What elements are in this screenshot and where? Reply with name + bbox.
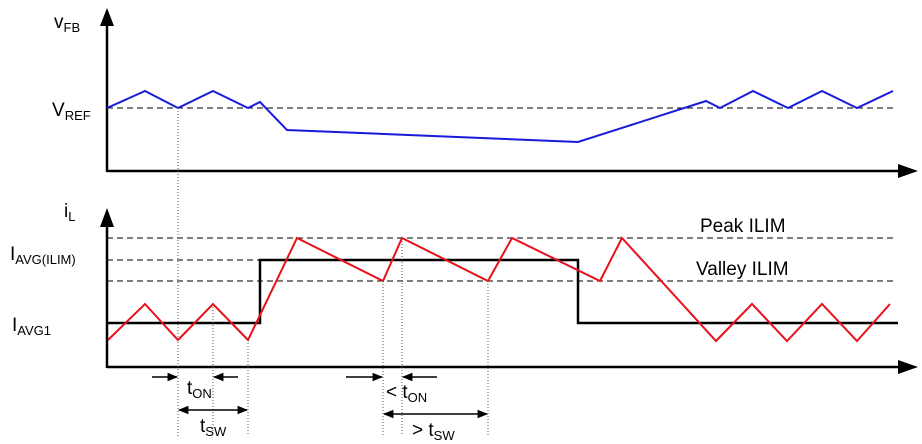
iavg1-label: IAVG1	[12, 315, 51, 338]
valley-ilim-label: Valley ILIM	[696, 259, 789, 280]
timing-annotations	[152, 372, 489, 419]
right-arrow-icon	[898, 360, 918, 374]
t-on-label: tON	[187, 378, 212, 401]
t-sw-label: tSW	[200, 416, 227, 439]
lt-t-on-label: < tON	[386, 382, 427, 405]
timing-guides	[177, 108, 489, 436]
vref-label: VREF	[52, 100, 91, 123]
up-arrow-icon	[100, 208, 114, 227]
il-axis-label: iL	[64, 201, 75, 224]
top-plot: vFB VREF	[52, 8, 918, 178]
gt-t-sw-label: > tSW	[412, 420, 455, 443]
average-current-waveform	[107, 258, 898, 325]
inductor-current-waveform	[107, 236, 891, 343]
vfb-axis-label: vFB	[54, 12, 80, 35]
peak-ilim-label: Peak ILIM	[700, 216, 786, 237]
bottom-plot: iL IAVG(ILIM) IAVG1 Peak ILIM Valley ILI…	[10, 201, 918, 374]
right-arrow-icon	[898, 164, 918, 178]
up-arrow-icon	[100, 8, 114, 26]
vfb-waveform	[106, 89, 894, 144]
iavg-ilim-label: IAVG(ILIM)	[10, 244, 76, 267]
